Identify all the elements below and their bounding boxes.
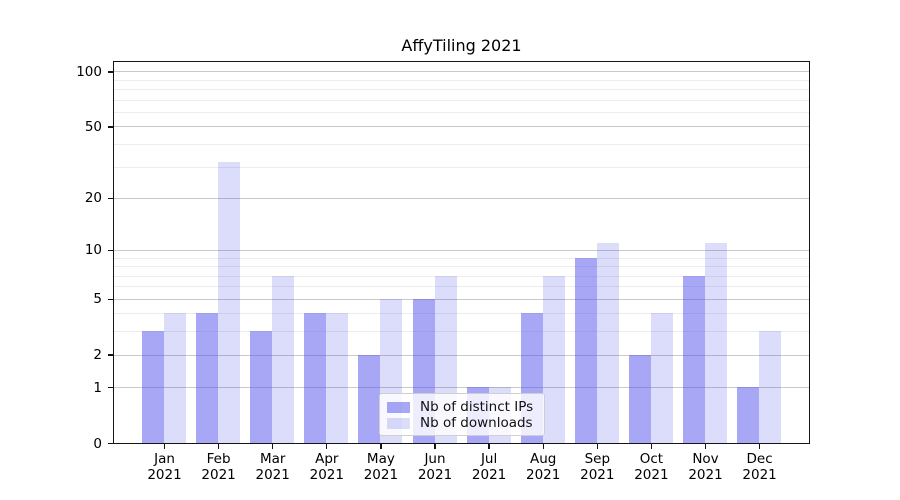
major-gridline bbox=[114, 387, 809, 389]
bar-downloads bbox=[759, 331, 782, 443]
plot-area bbox=[113, 61, 810, 444]
legend-label-distinct-ips: Nb of distinct IPs bbox=[420, 399, 534, 415]
y-tick-mark bbox=[108, 387, 113, 389]
bar-downloads bbox=[326, 313, 349, 443]
x-tick-label: Nov 2021 bbox=[688, 451, 723, 483]
x-tick-label: Oct 2021 bbox=[634, 451, 669, 483]
x-tick-label: Aug 2021 bbox=[526, 451, 561, 483]
x-tick-label: Apr 2021 bbox=[309, 451, 344, 483]
x-tick-label: Dec 2021 bbox=[742, 451, 777, 483]
legend-label-downloads: Nb of downloads bbox=[420, 415, 533, 431]
chart-title: AffyTiling 2021 bbox=[401, 36, 522, 55]
minor-gridline bbox=[114, 144, 809, 146]
x-tick-label: May 2021 bbox=[363, 451, 399, 483]
bar-downloads bbox=[164, 313, 186, 443]
x-tick-mark bbox=[326, 444, 328, 449]
x-tick-label: Jun 2021 bbox=[417, 451, 453, 483]
bar-distinct-ips bbox=[628, 354, 651, 443]
bar-distinct-ips bbox=[574, 257, 597, 443]
bar-downloads bbox=[218, 161, 241, 443]
y-tick-label: 100 bbox=[76, 63, 102, 80]
minor-gridline bbox=[114, 313, 809, 315]
major-gridline bbox=[114, 126, 809, 128]
y-tick-mark bbox=[108, 197, 113, 200]
x-tick-label: Jan 2021 bbox=[147, 451, 182, 483]
y-tick-label: 1 bbox=[93, 379, 102, 396]
minor-gridline bbox=[114, 331, 809, 333]
bar-distinct-ips bbox=[196, 313, 219, 443]
y-tick-mark bbox=[108, 354, 113, 356]
x-tick-label: Mar 2021 bbox=[255, 451, 290, 483]
y-tick-label: 2 bbox=[93, 347, 102, 364]
y-tick-mark bbox=[108, 298, 113, 300]
x-tick-label: Jul 2021 bbox=[471, 451, 507, 483]
y-tick-mark bbox=[108, 71, 113, 73]
minor-gridline bbox=[114, 112, 809, 114]
major-gridline bbox=[114, 197, 809, 199]
x-tick-mark bbox=[704, 444, 707, 449]
minor-gridline bbox=[114, 166, 809, 168]
legend-item-distinct-ips: Nb of distinct IPs bbox=[387, 399, 536, 415]
x-tick-mark bbox=[758, 444, 761, 449]
y-tick-label: 5 bbox=[93, 291, 102, 308]
x-tick-mark bbox=[542, 444, 544, 449]
bar-distinct-ips bbox=[250, 331, 273, 443]
minor-gridline bbox=[114, 99, 809, 101]
legend-swatch-downloads-icon bbox=[387, 417, 410, 429]
bar-downloads bbox=[596, 242, 619, 443]
minor-gridline bbox=[114, 266, 809, 268]
minor-gridline bbox=[114, 79, 809, 81]
minor-gridline bbox=[114, 275, 809, 277]
legend: Nb of distinct IPs Nb of downloads bbox=[379, 393, 545, 436]
legend-swatch-distinct-ips-icon bbox=[387, 401, 410, 413]
bar-downloads bbox=[272, 275, 295, 443]
bar-distinct-ips bbox=[737, 387, 760, 443]
major-gridline bbox=[114, 298, 809, 300]
y-tick-mark bbox=[108, 126, 113, 128]
y-tick-label: 20 bbox=[84, 190, 102, 207]
bar-downloads bbox=[542, 275, 565, 443]
x-tick-mark bbox=[272, 444, 274, 449]
y-tick-label: 0 bbox=[93, 435, 102, 452]
major-gridline bbox=[114, 71, 809, 73]
y-tick-mark bbox=[108, 442, 113, 445]
bar-downloads bbox=[650, 313, 673, 443]
x-tick-mark bbox=[163, 444, 166, 449]
minor-gridline bbox=[114, 286, 809, 288]
y-tick-label: 50 bbox=[84, 118, 102, 135]
major-gridline bbox=[114, 354, 809, 356]
bar-distinct-ips bbox=[358, 354, 381, 443]
x-tick-mark bbox=[650, 444, 653, 449]
x-tick-label: Feb 2021 bbox=[201, 451, 236, 483]
bar-distinct-ips bbox=[142, 331, 164, 443]
x-tick-mark bbox=[380, 444, 382, 449]
bar-downloads bbox=[705, 242, 727, 443]
x-tick-mark bbox=[434, 444, 436, 449]
y-tick-label: 10 bbox=[84, 242, 102, 259]
legend-item-downloads: Nb of downloads bbox=[387, 415, 536, 431]
x-tick-label: Sep 2021 bbox=[580, 451, 615, 483]
x-tick-mark bbox=[217, 444, 220, 449]
bar-distinct-ips bbox=[683, 275, 705, 443]
x-tick-mark bbox=[596, 444, 598, 449]
minor-gridline bbox=[114, 89, 809, 91]
x-tick-mark bbox=[488, 444, 490, 449]
minor-gridline bbox=[114, 257, 809, 259]
y-tick-mark bbox=[108, 249, 113, 252]
major-gridline bbox=[114, 249, 809, 251]
bar-distinct-ips bbox=[304, 313, 327, 443]
